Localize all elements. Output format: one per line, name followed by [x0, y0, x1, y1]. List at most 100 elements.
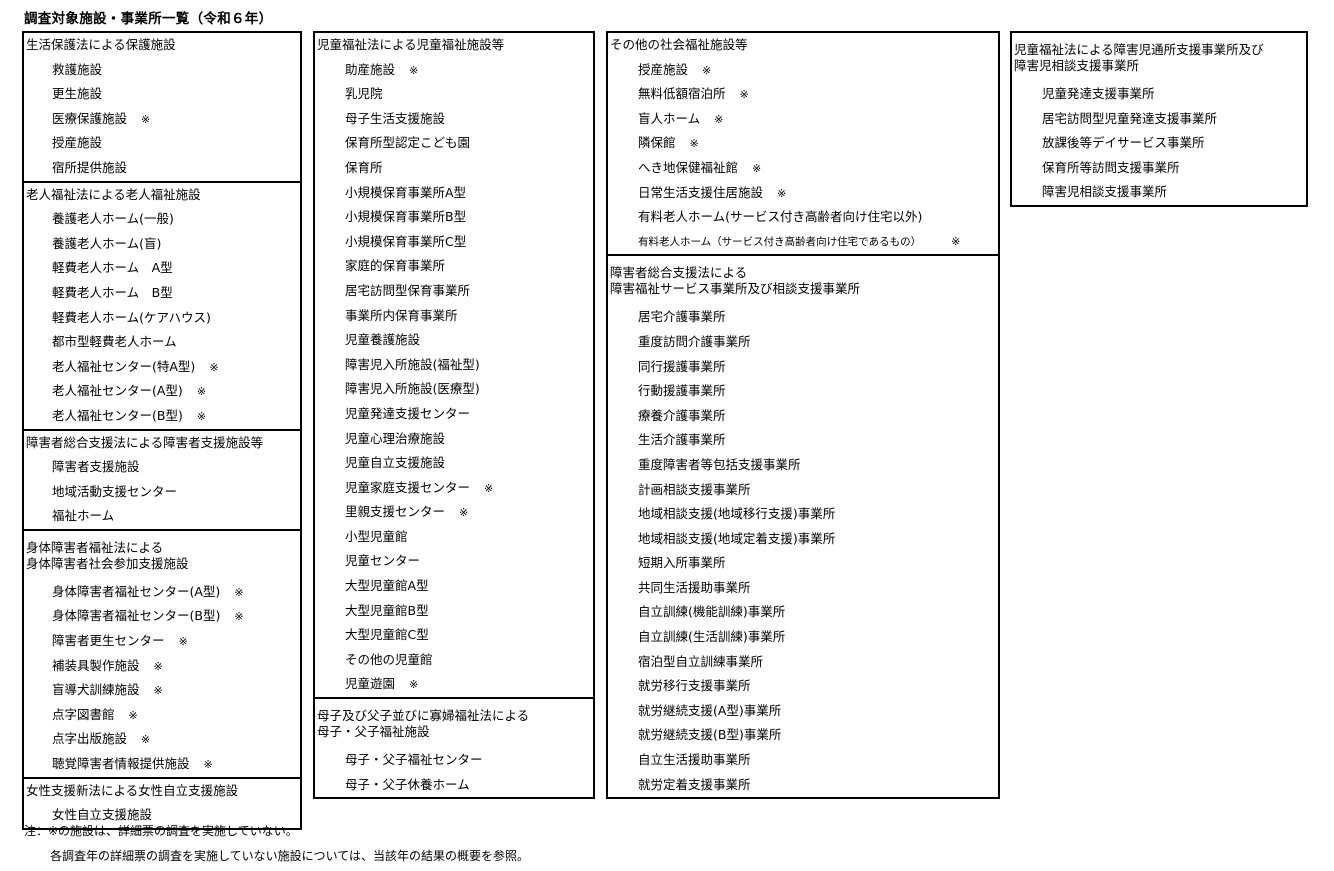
facility-item: 行動援護事業所 [608, 379, 998, 404]
facility-item: 児童養護施設 [315, 328, 593, 353]
facility-item: 児童発達支援事業所 [1012, 82, 1306, 107]
section-box: 障害者総合支援法による障害者支援施設等障害者支援施設地域活動支援センター福祉ホー… [22, 428, 302, 531]
facility-item: 軽費老人ホーム A型 [24, 256, 300, 281]
facility-item: 都市型軽費老人ホーム [24, 330, 300, 355]
section-header: 障害者総合支援法による障害者支援施設等 [24, 431, 300, 456]
facility-label: 福祉ホーム [52, 508, 115, 524]
section-header: 児童福祉法による障害児通所支援事業所及び 障害児相談支援事業所 [1012, 33, 1306, 82]
facility-item: 地域活動支援センター [24, 480, 300, 505]
facility-label: 乳児院 [345, 86, 383, 102]
facility-item: 軽費老人ホーム(ケアハウス) [24, 306, 300, 331]
facility-label: 児童家庭支援センター [345, 479, 471, 495]
facility-item: 療養介護事業所 [608, 404, 998, 429]
not-surveyed-mark: ※ [739, 88, 749, 102]
facility-label: 盲人ホーム [638, 110, 701, 126]
facility-item: 救護施設 [24, 58, 300, 83]
facility-item: 母子・父子福祉センター [315, 748, 593, 773]
facility-item: 児童発達支援センター [315, 402, 593, 427]
section-header-line: 女性支援新法による女性自立支援施設 [26, 782, 239, 798]
facility-item: 女性自立支援施設 [24, 803, 300, 828]
facility-item: 生活介護事業所 [608, 428, 998, 453]
facility-label: 事業所内保育事業所 [345, 307, 458, 323]
not-surveyed-mark: ※ [714, 112, 724, 126]
not-surveyed-mark: ※ [459, 506, 469, 520]
facility-label: 短期入所事業所 [638, 555, 726, 571]
facility-item: 同行援護事業所 [608, 355, 998, 380]
section-header-line: 児童福祉法による児童福祉施設等 [317, 37, 505, 52]
facility-label: 都市型軽費老人ホーム [52, 334, 177, 350]
facility-item: 保育所型認定こども園 [315, 131, 593, 156]
facility-item: 重度障害者等包括支援事業所 [608, 453, 998, 478]
facility-item: 小規模保育事業所C型 [315, 230, 593, 255]
facility-label: 小規模保育事業所A型 [345, 184, 467, 200]
facility-label: 療養介護事業所 [638, 407, 726, 423]
facility-item: 軽費老人ホーム B型 [24, 281, 300, 306]
facility-label: 母子・父子休養ホーム [345, 776, 470, 792]
facility-item: 盲人ホーム ※ [608, 107, 998, 132]
section-header-line: 生活保護法による保護施設 [26, 37, 176, 52]
facility-item: 母子・父子休養ホーム [315, 773, 593, 798]
section-header-line: 母子・父子福祉施設 [317, 724, 430, 740]
facility-item: 障害児入所施設(医療型) [315, 377, 593, 402]
not-surveyed-mark: ※ [752, 161, 762, 175]
facility-label: 点字図書館 [52, 706, 115, 722]
facility-item: 放課後等デイサービス事業所 [1012, 131, 1306, 156]
facility-label: 児童発達支援センター [345, 405, 471, 421]
not-surveyed-mark: ※ [141, 112, 151, 126]
not-surveyed-mark: ※ [951, 234, 961, 248]
facility-label: 自立生活援助事業所 [638, 752, 751, 768]
facility-item: 医療保護施設 ※ [24, 107, 300, 132]
facility-item: 就労継続支援(B型)事業所 [608, 723, 998, 748]
section-header: 身体障害者福祉法による 身体障害者社会参加支援施設 [24, 531, 300, 580]
facility-label: 女性自立支援施設 [52, 807, 153, 823]
facility-item: 家庭的保育事業所 [315, 254, 593, 279]
facility-label: 医療保護施設 [52, 110, 128, 126]
facility-item: 地域相談支援(地域定着支援)事業所 [608, 527, 998, 552]
facility-item: 障害児相談支援事業所 [1012, 180, 1306, 205]
facility-item: 保育所 [315, 156, 593, 181]
facility-item: 有料老人ホーム（サービス付き高齢者向け住宅であるもの） ※ [608, 230, 998, 255]
not-surveyed-mark: ※ [196, 409, 207, 423]
facility-label: 居宅訪問型保育事業所 [345, 282, 471, 298]
not-surveyed-mark: ※ [128, 708, 138, 722]
section-header-line: その他の社会福祉施設等 [610, 37, 748, 52]
facility-item: 宿泊型自立訓練事業所 [608, 650, 998, 675]
section-header: 老人福祉法による老人福祉施設 [24, 183, 300, 208]
facility-item: 大型児童館C型 [315, 623, 593, 648]
facility-label: 重度訪問介護事業所 [638, 333, 751, 349]
section-header: 母子及び父子並びに寡婦福祉法による 母子・父子福祉施設 [315, 699, 593, 748]
facility-label: 有料老人ホーム(サービス付き高齢者向け住宅以外) [638, 209, 923, 225]
facility-item: 有料老人ホーム(サービス付き高齢者向け住宅以外) [608, 205, 998, 230]
column: その他の社会福祉施設等 授産施設 ※ 無料低額宿泊所 ※ 盲人ホーム ※ 隣保館 ※ へき地保健福… [606, 31, 1000, 800]
facility-label: 障害者支援施設 [52, 459, 140, 475]
facility-label: 児童自立支援施設 [345, 455, 446, 471]
facility-item: 福祉ホーム [24, 504, 300, 529]
facility-label: 児童センター [345, 553, 421, 569]
facility-label: 無料低額宿泊所 [638, 86, 726, 102]
not-surveyed-mark: ※ [689, 137, 699, 151]
facility-label: 老人福祉センター(特A型) [52, 358, 196, 374]
facility-item: 重度訪問介護事業所 [608, 330, 998, 355]
facility-item: 宿所提供施設 [24, 156, 300, 181]
facility-item: 児童自立支援施設 [315, 451, 593, 476]
column: 児童福祉法による障害児通所支援事業所及び 障害児相談支援事業所 児童発達支援事業所居… [1010, 31, 1308, 207]
section-box: 老人福祉法による老人福祉施設 養護老人ホーム(一般) 養護老人ホーム(盲) 軽費老人ホ… [22, 180, 302, 431]
section-header: 児童福祉法による児童福祉施設等 [315, 33, 593, 58]
note-1: 注：※の施設は、詳細票の調査を実施していない。 [24, 824, 298, 838]
facility-label: 助産施設 [345, 61, 396, 77]
section-header-line: 身体障害者福祉法による [26, 539, 164, 555]
facility-label: 就労継続支援(A型)事業所 [638, 702, 782, 718]
facility-label: 養護老人ホーム(盲) [52, 235, 162, 251]
facility-item: 計画相談支援事業所 [608, 478, 998, 503]
facility-item: 点字図書館 ※ [24, 703, 300, 728]
facility-label: 補装具製作施設 [52, 657, 140, 673]
facility-item: 就労移行支援事業所 [608, 674, 998, 699]
facility-label: 生活介護事業所 [638, 432, 726, 448]
facility-item: 盲導犬訓練施設 ※ [24, 678, 300, 703]
facility-item: 自立訓練(生活訓練)事業所 [608, 625, 998, 650]
facility-item: 事業所内保育事業所 [315, 304, 593, 329]
section-header: 生活保護法による保護施設 [24, 33, 300, 58]
facility-item: 助産施設 ※ [315, 58, 593, 83]
facility-label: 地域相談支援(地域定着支援)事業所 [638, 530, 836, 546]
facility-label: 軽費老人ホーム(ケアハウス) [52, 309, 211, 325]
